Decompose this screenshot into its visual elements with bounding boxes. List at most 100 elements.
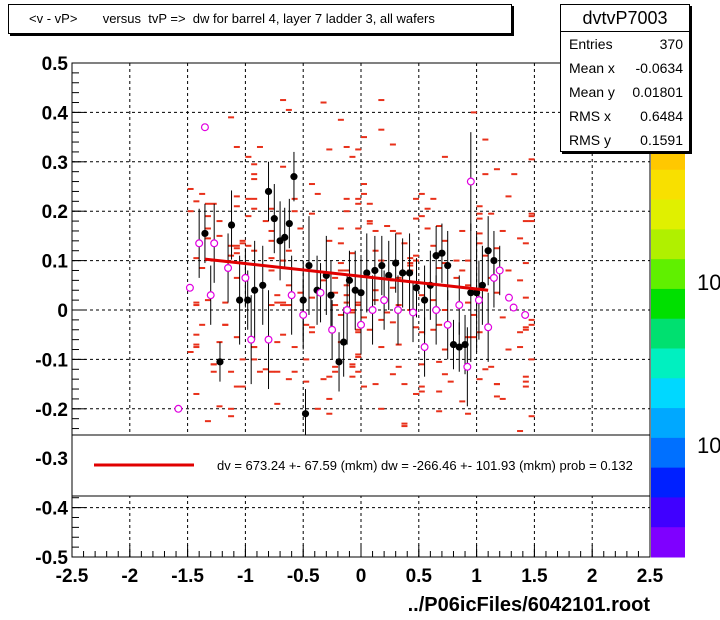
histogram-bin [459,400,466,403]
histogram-bin [522,328,529,331]
histogram-bin [372,229,379,232]
histogram-bin [199,192,206,195]
histogram-bin [326,239,333,242]
histogram-bin [361,385,367,388]
histogram-bin [187,187,194,190]
histogram-bin [193,257,200,260]
y-tick-label: 0 [57,301,68,322]
histogram-bin [372,289,379,292]
stats-value: -0.0634 [635,60,683,76]
profile-point-black [335,358,343,366]
x-tick-label: 1.5 [521,566,548,587]
histogram-bin [493,168,500,171]
histogram-bin [251,346,258,349]
histogram-bin [522,380,529,383]
histogram-bin [233,247,240,250]
histogram-bin [326,148,333,151]
palette-band [651,229,685,260]
y-tick-label: 0.4 [42,103,69,124]
color-palette [651,140,685,558]
histogram-bin [476,242,483,245]
profile-point-magenta [287,291,296,300]
y-tick-label: -0.1 [35,350,68,371]
profile-point-black [438,249,446,257]
histogram-bin [216,220,223,223]
profile-point-magenta [210,239,219,248]
histogram-bin [285,284,292,287]
histogram-bin [337,269,344,272]
histogram-bin [187,350,194,353]
histogram-bin [204,215,211,218]
histogram-bin [199,267,206,270]
histogram-bin [251,163,258,166]
histogram-bin [528,212,535,215]
histogram-bin [493,395,500,398]
histogram-bin [522,242,529,245]
profile-point-magenta [474,296,483,305]
grid [71,62,651,558]
legend-fit-text: dv = 673.24 +- 67.59 (mkm) dw = -266.46 … [217,458,633,473]
histogram-bin [268,269,275,272]
x-tick-label: 2 [587,566,598,587]
histogram-bin [366,220,373,223]
histogram-bin [517,430,524,433]
histogram-bin [332,291,339,294]
profile-point-magenta [466,177,475,186]
profile-point-black [259,281,267,289]
histogram-bin [245,244,252,247]
histogram-bin [401,242,408,245]
histogram-bin [493,291,500,294]
histogram-bin [436,360,443,363]
histogram-bin [453,276,460,279]
profile-point-magenta [200,123,209,132]
y-tick-label: -0.4 [35,499,68,520]
histogram-bin [332,304,339,307]
histogram-bin [528,415,535,418]
histogram-bin [522,375,529,378]
histogram-bin [193,343,200,346]
profile-point-black [420,296,429,304]
stats-key: Mean y [569,84,615,100]
profile-point-black [363,269,371,277]
histogram-bin [413,197,420,200]
histogram-bin [193,200,200,203]
histogram-bin [268,239,275,242]
histogram-bin [389,286,396,289]
profile-point-magenta [489,273,498,282]
profile-point-black [385,271,393,280]
palette-band [651,378,685,409]
histogram-bin [378,407,385,410]
histogram-bin [337,262,344,265]
histogram-bin [499,316,506,319]
histogram-bin [222,323,229,326]
histogram-bin [308,296,315,299]
histogram-bin [280,333,287,336]
histogram-bin [256,145,263,148]
histogram-bin [522,262,529,265]
histogram-bin [349,363,356,366]
histogram-bin [268,370,275,373]
profile-point-magenta [484,323,493,332]
stats-value: 370 [659,36,683,52]
stats-value: 0.01801 [632,84,683,100]
stats-row-rms-x: RMS x 0.6484 [561,104,689,128]
histogram-bin [418,363,425,366]
histogram-bin [505,269,512,272]
stats-name: dvtvP7003 [561,5,689,32]
histogram-bin [482,368,489,371]
y-tick-label: -0.2 [35,400,68,421]
histogram-bin [517,346,524,349]
histogram-bin [418,192,425,195]
histogram-bin [430,197,437,200]
stats-value: 0.1591 [640,132,683,148]
histogram-bin [465,301,472,304]
histogram-bin [465,284,472,287]
palette-label-lower: 10 [697,433,720,458]
histogram-bin [274,341,281,344]
palette-band [651,527,685,558]
histogram-bin [361,316,367,319]
histogram-bin [337,313,344,316]
histogram-bin [418,331,425,334]
profile-point-magenta [174,404,183,413]
profile-point-magenta [185,283,194,292]
